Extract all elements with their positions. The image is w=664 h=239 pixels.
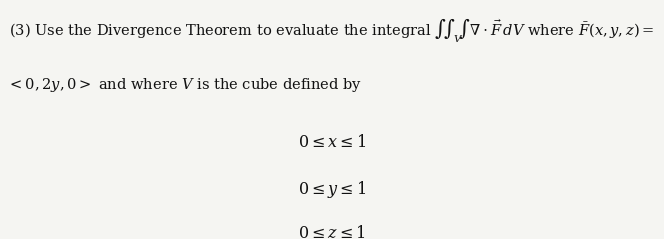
Text: $0 \leq x \leq 1$: $0 \leq x \leq 1$	[298, 134, 366, 151]
Text: $0 \leq y \leq 1$: $0 \leq y \leq 1$	[298, 179, 366, 200]
Text: (3) Use the Divergence Theorem to evaluate the integral $\int \!\int_V \!\int \n: (3) Use the Divergence Theorem to evalua…	[9, 17, 655, 45]
Text: $0 \leq z \leq 1$: $0 \leq z \leq 1$	[298, 225, 366, 239]
Text: $< 0, 2y, 0 >$ and where $V$ is the cube defined by: $< 0, 2y, 0 >$ and where $V$ is the cube…	[7, 76, 362, 94]
